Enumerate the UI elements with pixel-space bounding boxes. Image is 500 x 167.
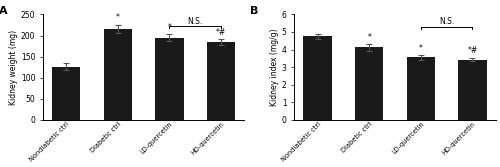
Text: *#: *# (468, 46, 477, 55)
Bar (406, 57, 435, 120)
Text: *: * (368, 33, 371, 42)
Bar (458, 60, 486, 120)
Bar (52, 67, 80, 120)
Bar (355, 47, 384, 120)
Text: *#: *# (216, 28, 226, 37)
Y-axis label: Kidney weight (mg): Kidney weight (mg) (9, 30, 18, 105)
Bar (104, 29, 132, 120)
Bar (304, 36, 332, 120)
Text: *: * (168, 23, 172, 32)
Bar (156, 38, 184, 120)
Text: *: * (116, 13, 120, 22)
Text: *: * (419, 44, 423, 53)
Y-axis label: Kidney index (mg/g): Kidney index (mg/g) (270, 28, 279, 106)
Text: B: B (250, 6, 258, 16)
Bar (207, 42, 236, 120)
Text: N.S.: N.S. (188, 17, 203, 26)
Text: A: A (0, 6, 7, 16)
Text: N.S.: N.S. (439, 17, 454, 26)
